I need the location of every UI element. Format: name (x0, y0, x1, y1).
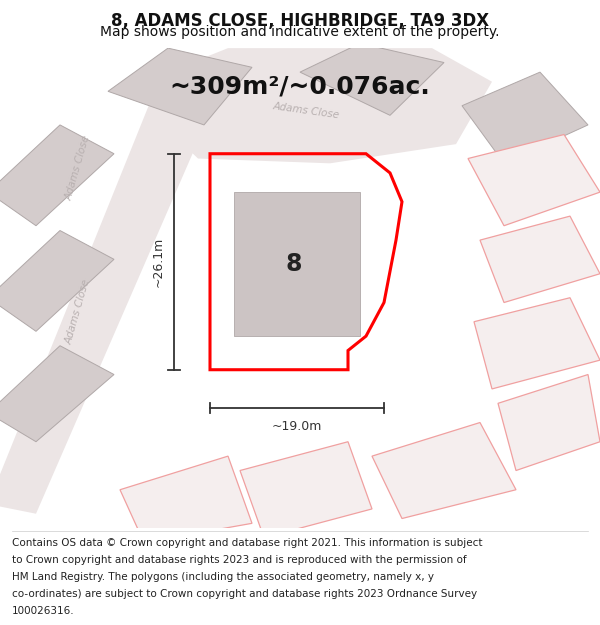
Polygon shape (0, 125, 114, 226)
Polygon shape (300, 43, 444, 116)
Polygon shape (0, 231, 114, 331)
Text: Adams Close: Adams Close (272, 101, 340, 120)
Text: Adams Close: Adams Close (64, 134, 92, 202)
Polygon shape (498, 374, 600, 471)
Text: Adams Close: Adams Close (64, 279, 92, 346)
Polygon shape (240, 442, 372, 538)
Text: 8: 8 (286, 252, 302, 276)
Polygon shape (480, 216, 600, 302)
Text: ~26.1m: ~26.1m (152, 237, 165, 287)
Text: Contains OS data © Crown copyright and database right 2021. This information is : Contains OS data © Crown copyright and d… (12, 538, 482, 548)
Text: ~309m²/~0.076ac.: ~309m²/~0.076ac. (170, 74, 430, 99)
Polygon shape (0, 346, 114, 442)
Polygon shape (108, 48, 252, 125)
Polygon shape (372, 422, 516, 519)
Text: 100026316.: 100026316. (12, 606, 74, 616)
Text: ~19.0m: ~19.0m (272, 420, 322, 433)
Polygon shape (474, 298, 600, 389)
Text: co-ordinates) are subject to Crown copyright and database rights 2023 Ordnance S: co-ordinates) are subject to Crown copyr… (12, 589, 477, 599)
Polygon shape (120, 456, 252, 542)
Polygon shape (462, 72, 588, 163)
Polygon shape (468, 134, 600, 226)
Text: Map shows position and indicative extent of the property.: Map shows position and indicative extent… (100, 26, 500, 39)
Text: 8, ADAMS CLOSE, HIGHBRIDGE, TA9 3DX: 8, ADAMS CLOSE, HIGHBRIDGE, TA9 3DX (111, 12, 489, 30)
Text: to Crown copyright and database rights 2023 and is reproduced with the permissio: to Crown copyright and database rights 2… (12, 555, 467, 565)
Text: HM Land Registry. The polygons (including the associated geometry, namely x, y: HM Land Registry. The polygons (includin… (12, 572, 434, 582)
Polygon shape (0, 58, 228, 514)
Polygon shape (168, 48, 492, 163)
Polygon shape (234, 192, 360, 336)
